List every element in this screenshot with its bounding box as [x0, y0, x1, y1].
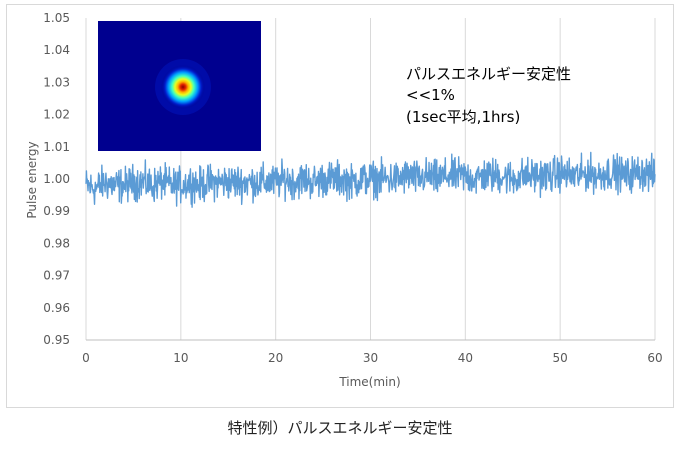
y-tick-label: 1.03 — [43, 75, 70, 89]
chart-frame — [6, 4, 674, 408]
y-tick-label: 0.96 — [43, 301, 70, 315]
y-tick-label: 1.04 — [43, 43, 70, 57]
x-tick-label: 30 — [363, 351, 378, 365]
annotation-line-2: <<1% — [406, 86, 455, 104]
x-tick-label: 50 — [553, 351, 568, 365]
y-tick-label: 0.98 — [43, 236, 70, 250]
beam-profile-image — [98, 21, 261, 151]
annotation-line-1: パルスエネルギー安定性 — [406, 65, 571, 83]
annotation-line-3: (1sec平均,1hrs) — [406, 108, 520, 126]
y-tick-label: 1.05 — [43, 11, 70, 25]
x-tick-label: 0 — [82, 351, 90, 365]
pulse-energy-series — [85, 151, 656, 208]
y-tick-label: 1.00 — [43, 172, 70, 186]
y-tick-label: 1.01 — [43, 140, 70, 154]
annotation-box: パルスエネルギー安定性 <<1% (1sec平均,1hrs) — [406, 65, 571, 126]
x-tick-label: 10 — [173, 351, 188, 365]
y-axis-label: Pulse energy — [25, 141, 39, 218]
x-axis-label: Time(min) — [338, 375, 400, 389]
x-tick-label: 40 — [458, 351, 473, 365]
x-tick-label: 20 — [268, 351, 283, 365]
y-tick-label: 0.95 — [43, 333, 70, 347]
x-tick-label: 60 — [647, 351, 662, 365]
y-tick-label: 1.02 — [43, 108, 70, 122]
figure-caption: 特性例）パルスエネルギー安定性 — [227, 419, 453, 437]
y-tick-label: 0.97 — [43, 269, 70, 283]
y-tick-label: 0.99 — [43, 204, 70, 218]
pulse-energy-chart: 0.95 0.96 0.97 0.98 0.99 1.00 1.01 1.02 1.03 1.04… — [25, 11, 663, 389]
